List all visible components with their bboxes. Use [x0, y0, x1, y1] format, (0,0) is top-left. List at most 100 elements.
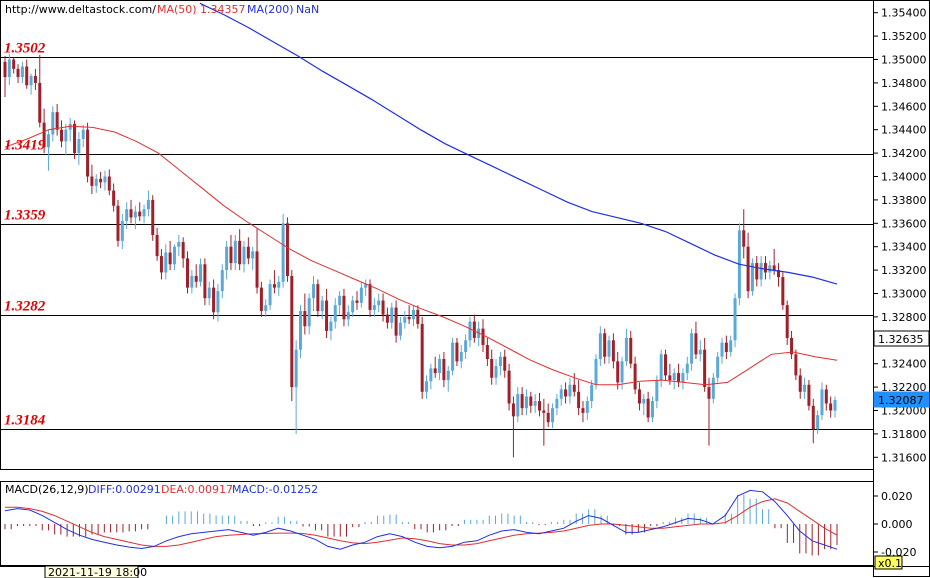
candle [633, 356, 637, 395]
candle-body [246, 246, 250, 259]
ma50-price-marker: 1.32635 [873, 330, 930, 347]
candle-body [64, 129, 68, 142]
candle-body [546, 412, 550, 423]
ma50-value: 1.34357 [200, 3, 246, 16]
candle-body [590, 384, 594, 402]
candle [120, 213, 124, 250]
candle-body [742, 230, 746, 247]
macd-macd-value: MACD:-0.01252 [232, 483, 318, 496]
svg-text:2021-11-19 18:00: 2021-11-19 18:00 [48, 566, 147, 578]
candle [364, 279, 368, 296]
candle-body [551, 408, 555, 423]
candle-body [559, 389, 563, 399]
candle [533, 394, 537, 413]
candle-body [290, 275, 294, 388]
candle-body [685, 363, 689, 374]
candle [55, 103, 59, 136]
candle-body [811, 405, 815, 430]
candle-body [259, 287, 263, 312]
candle-body [229, 246, 233, 264]
candle-body [524, 396, 528, 409]
candle-body [55, 112, 59, 130]
price-tick-label: 1.34400 [881, 124, 927, 137]
candle-body [803, 384, 807, 392]
candle-body [181, 242, 185, 259]
candle-body [3, 61, 7, 78]
candle-body [529, 396, 533, 406]
candle-body [33, 75, 37, 83]
candle-body [646, 398, 650, 418]
candle-body [598, 333, 602, 360]
candle [698, 340, 702, 362]
price-tick-label: 1.35000 [881, 54, 927, 67]
source-url: http://www.deltastock.com/ [5, 3, 156, 16]
candle [616, 352, 620, 390]
candle [129, 199, 133, 224]
candle [303, 293, 307, 335]
scale-badge[interactable]: x0.1 [874, 555, 903, 570]
svg-text:x0.1: x0.1 [878, 557, 902, 570]
candle-body [294, 349, 298, 388]
candle-body [168, 252, 172, 265]
candle [81, 125, 85, 148]
candle-body [103, 176, 107, 183]
candle-body [172, 246, 176, 265]
candle-body [425, 381, 429, 392]
candle [646, 391, 650, 423]
candle-body [7, 59, 11, 78]
candle-body [755, 263, 759, 280]
candle [181, 237, 185, 268]
candle [481, 319, 485, 352]
candle-body [763, 263, 767, 273]
candle [677, 363, 681, 388]
candle [385, 307, 389, 329]
candle-body [433, 368, 437, 374]
candle-body [307, 298, 311, 327]
candle [637, 382, 641, 411]
candle [468, 316, 472, 348]
candle [51, 106, 55, 142]
candle [142, 204, 146, 224]
candle [316, 279, 320, 317]
candle [507, 363, 511, 411]
candle-body [233, 240, 237, 264]
candle [585, 396, 589, 420]
candle-body [485, 344, 489, 360]
candle [816, 410, 820, 434]
candle-body [146, 199, 150, 210]
price-tick-label: 1.32200 [881, 381, 927, 394]
candle [203, 258, 207, 306]
candle [312, 275, 316, 312]
candle [690, 328, 694, 371]
candle-body [650, 401, 654, 418]
price-tick-label: 1.33200 [881, 264, 927, 277]
candle [25, 59, 29, 89]
candle [103, 170, 107, 191]
candle-body [398, 322, 402, 336]
candle [498, 352, 502, 376]
candle-body [411, 309, 415, 320]
candle [790, 330, 794, 360]
candle-body [585, 401, 589, 413]
candle [246, 237, 250, 265]
candle-body [320, 300, 324, 312]
candle-body [368, 284, 372, 310]
candle-body [620, 361, 624, 383]
candle [594, 354, 598, 390]
candle-body [768, 265, 772, 273]
candle-body [829, 403, 833, 411]
candle-body [238, 240, 242, 265]
candle-body [51, 112, 55, 135]
price-tick-label: 1.32000 [881, 405, 927, 418]
price-axis [873, 0, 930, 577]
price-tick-label: 1.34200 [881, 147, 927, 160]
candle [251, 246, 255, 271]
candle-body [520, 394, 524, 409]
candle-body [155, 235, 159, 257]
candle [442, 352, 446, 388]
candle-body [607, 340, 611, 357]
candle [464, 334, 468, 360]
price-tick-label: 1.33000 [881, 288, 927, 301]
candle-body [581, 408, 585, 413]
